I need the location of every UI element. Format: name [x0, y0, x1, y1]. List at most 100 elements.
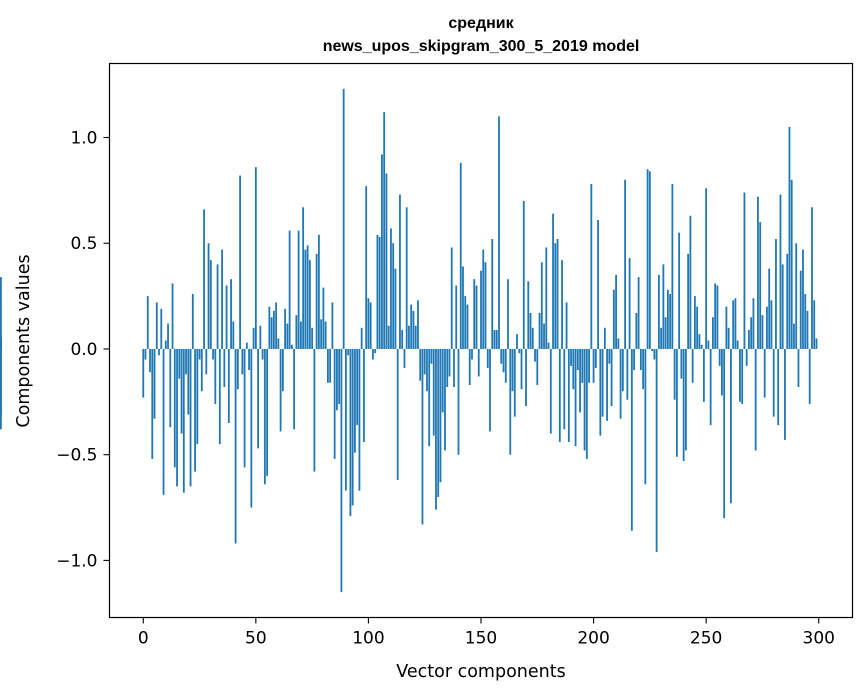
bar	[793, 323, 795, 349]
bar	[376, 234, 379, 349]
bar	[403, 348, 406, 368]
x-axis-label: Vector components	[396, 662, 565, 682]
bar	[572, 348, 575, 390]
bar	[612, 289, 615, 349]
bar	[592, 348, 595, 383]
bar	[471, 348, 473, 360]
bar	[507, 279, 509, 349]
bar	[421, 348, 424, 525]
bar	[263, 348, 266, 485]
bar	[347, 348, 350, 356]
bar	[574, 348, 577, 447]
bar	[369, 302, 372, 349]
y-axis-ticks: −1.0 −0.5 0.0 0.5 1.0	[56, 129, 110, 571]
bar	[164, 340, 167, 349]
bar	[448, 348, 451, 377]
bar	[588, 348, 590, 383]
bar	[770, 300, 773, 349]
bar	[563, 348, 566, 430]
bar	[669, 293, 672, 349]
bar	[142, 348, 145, 398]
bar	[781, 264, 784, 349]
bar	[549, 348, 552, 434]
bar	[412, 310, 415, 349]
bar	[730, 348, 732, 504]
bar	[473, 279, 476, 349]
bar	[0, 336, 2, 349]
bar	[268, 306, 271, 349]
bar	[275, 302, 278, 349]
bar	[354, 348, 356, 453]
bar	[306, 245, 309, 349]
bar	[585, 348, 588, 459]
bar	[408, 325, 410, 349]
bar	[462, 266, 464, 349]
bar	[635, 313, 638, 349]
bar	[786, 253, 789, 349]
bar	[581, 348, 584, 383]
bar	[218, 348, 221, 445]
bar	[212, 348, 214, 360]
bar	[410, 304, 413, 349]
bar	[381, 154, 383, 349]
bar	[295, 315, 298, 349]
bar	[324, 321, 327, 349]
bar	[615, 274, 617, 349]
bar	[281, 348, 284, 392]
bar	[525, 348, 527, 407]
bar	[257, 348, 259, 449]
bar	[198, 348, 201, 360]
bar	[390, 228, 392, 349]
bar	[624, 179, 626, 349]
bar	[173, 348, 176, 468]
bar	[606, 348, 608, 421]
bar	[520, 348, 523, 390]
bar	[489, 348, 491, 432]
bar	[144, 348, 147, 360]
bar	[279, 348, 282, 432]
bar	[561, 260, 563, 349]
bar	[169, 348, 172, 428]
bar	[538, 313, 541, 349]
bar	[766, 306, 768, 349]
bar	[664, 317, 667, 349]
bar	[209, 260, 212, 349]
bar	[808, 348, 811, 404]
bar	[500, 348, 503, 364]
bar	[214, 348, 217, 404]
bar	[775, 239, 777, 349]
bar	[486, 348, 489, 368]
bar	[232, 321, 235, 349]
bar	[266, 348, 269, 476]
bar	[705, 188, 708, 349]
bar	[277, 338, 280, 349]
bar	[387, 325, 390, 349]
bar	[196, 348, 199, 445]
bar	[315, 253, 318, 349]
bar	[399, 194, 401, 349]
y-tick-label: 0.5	[70, 234, 97, 254]
bar	[671, 184, 674, 349]
bar	[200, 348, 203, 392]
bar	[241, 348, 244, 375]
bar	[750, 317, 753, 349]
bar	[513, 348, 516, 417]
bar	[752, 298, 755, 349]
bar	[383, 112, 386, 349]
bar	[453, 348, 455, 388]
bar	[491, 239, 494, 349]
bar	[601, 348, 604, 417]
y-tick-label: 1.0	[70, 129, 97, 149]
x-tick-label: 250	[690, 629, 722, 649]
bar	[338, 348, 341, 404]
bar	[651, 348, 654, 352]
bar	[167, 323, 169, 349]
bar	[248, 348, 250, 371]
bar	[696, 306, 699, 349]
bar	[342, 88, 345, 349]
bar	[718, 348, 721, 366]
bar	[621, 348, 624, 392]
bar	[155, 302, 158, 349]
bar	[457, 348, 460, 455]
